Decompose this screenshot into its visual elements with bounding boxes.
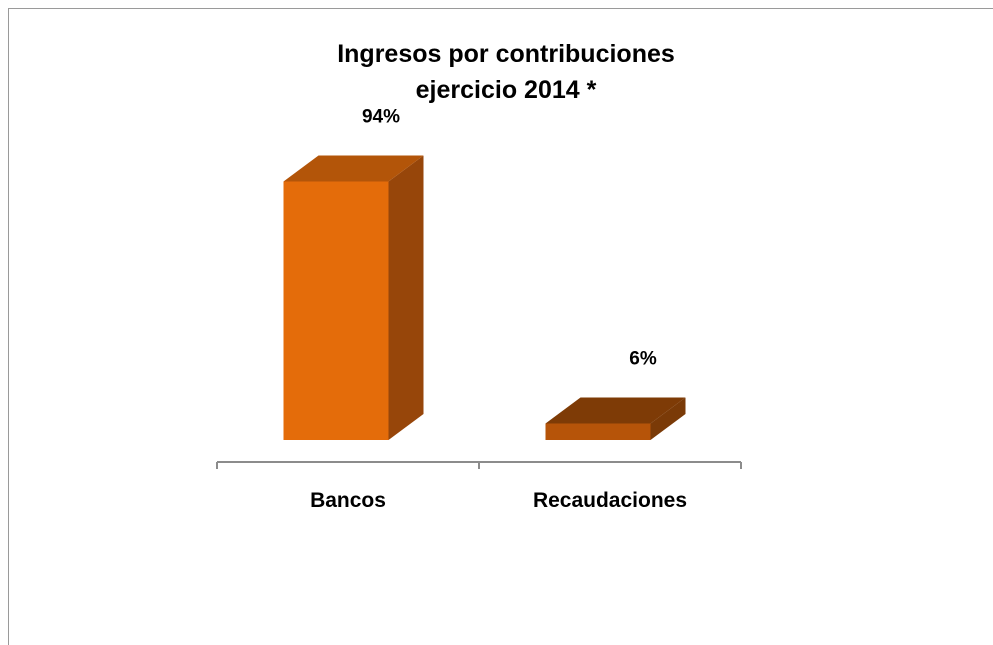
chart-title-line-1: Ingresos por contribuciones [337,40,675,68]
bar-front-face [283,181,389,440]
bar-recaudaciones [545,397,686,440]
x-tick-label: Recaudaciones [533,489,687,512]
data-label: 94% [362,107,400,128]
bar-top-face [545,397,686,424]
x-axis [216,461,742,469]
bar-side-face [388,155,424,440]
bar-side-face [650,397,686,440]
data-label: 6% [629,349,657,370]
chart-title-line-2: ejercicio 2014 * [416,76,597,104]
bar-bancos [283,155,424,440]
labels-layer: 94% Bancos 6% Recaudaciones [310,107,687,513]
x-tick-label: Bancos [310,489,386,512]
chart-area [8,8,993,645]
bars-layer [283,155,686,440]
bar-front-face [545,423,651,440]
bar-top-face [283,155,424,182]
